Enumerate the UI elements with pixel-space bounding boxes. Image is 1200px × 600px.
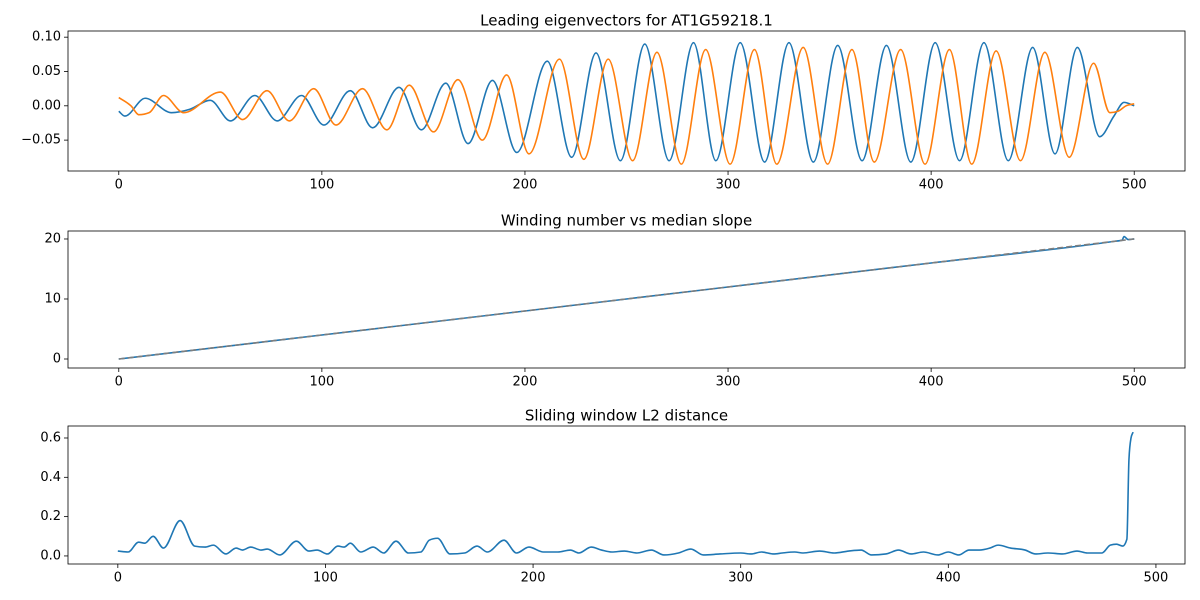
x-tick-label: 400 (936, 571, 961, 586)
data-line (118, 41, 1135, 163)
x-tick-label: 200 (513, 375, 538, 390)
x-tick-label: 100 (309, 375, 334, 390)
x-tick-label: 500 (1144, 571, 1169, 586)
axes-frame (67, 30, 1186, 172)
axes-frame (67, 425, 1186, 565)
axes-frame (67, 230, 1186, 369)
x-tick-label: 300 (716, 375, 741, 390)
data-line (118, 238, 1135, 360)
y-tick-label: 0.4 (40, 470, 61, 485)
x-tick-label: 200 (521, 571, 546, 586)
y-tick-label: 0.10 (32, 30, 61, 45)
x-tick-label: 500 (1122, 375, 1147, 390)
y-tick-label: 0.00 (32, 98, 61, 113)
x-tick-label: 100 (309, 178, 334, 193)
x-tick-label: 200 (513, 178, 538, 193)
x-tick-label: 400 (919, 375, 944, 390)
y-tick-label: 0.6 (40, 430, 61, 445)
x-tick-label: 100 (313, 571, 338, 586)
data-line (118, 46, 1135, 165)
x-tick-label: 300 (728, 571, 753, 586)
plot-area (118, 41, 1135, 165)
data-line (117, 431, 1134, 556)
x-tick-label: 500 (1122, 178, 1147, 193)
chart-title: Leading eigenvectors for AT1G59218.1 (480, 12, 773, 30)
y-tick-label: 0.05 (32, 64, 61, 79)
y-tick-label: 20 (44, 231, 61, 246)
x-tick-label: 0 (115, 178, 123, 193)
y-tick-label: 0.2 (40, 509, 61, 524)
subplot: Sliding window L2 distance 0 100 200 300 400 5… (40, 407, 1186, 586)
subplot: Leading eigenvectors for AT1G59218.1 0 100… (21, 12, 1186, 193)
y-tick-label: 0.0 (40, 548, 61, 563)
x-tick-label: 300 (716, 178, 741, 193)
chart-title: Sliding window L2 distance (525, 407, 728, 425)
x-tick-label: 0 (114, 571, 122, 586)
y-tick-label: 0 (53, 351, 61, 366)
plot-area (117, 431, 1134, 556)
x-tick-label: 0 (115, 375, 123, 390)
y-tick-label: −0.05 (21, 133, 61, 148)
x-tick-label: 400 (919, 178, 944, 193)
chart-title: Winding number vs median slope (501, 212, 752, 230)
plot-area (118, 235, 1135, 360)
y-tick-label: 10 (44, 291, 61, 306)
